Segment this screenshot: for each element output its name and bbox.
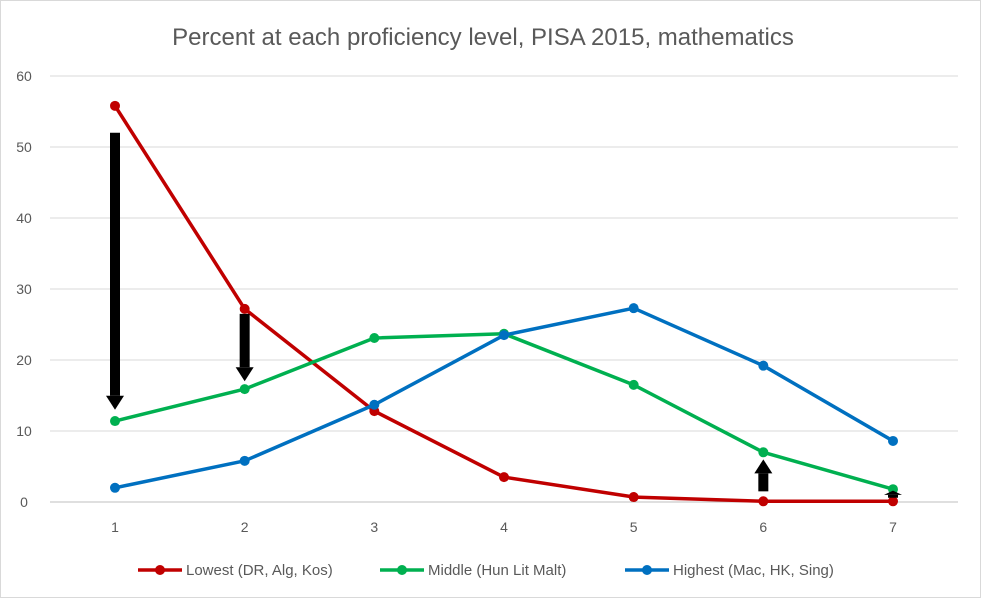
arrow-head	[754, 459, 773, 474]
legend-label: Lowest (DR, Alg, Kos)	[186, 562, 333, 579]
y-tick-label: 10	[16, 423, 32, 439]
series-line	[114, 331, 894, 491]
data-point	[758, 360, 769, 371]
chart-title: Percent at each proficiency level, PISA …	[172, 24, 794, 51]
legend-label: Middle (Hun Lit Malt)	[428, 562, 566, 579]
legend-swatch-marker	[155, 565, 165, 575]
data-point	[888, 496, 898, 507]
arrow-head	[106, 395, 124, 410]
data-point	[758, 496, 769, 507]
data-point	[628, 492, 639, 503]
x-tick-label: 7	[889, 519, 897, 535]
y-tick-label: 20	[16, 352, 32, 368]
data-point	[628, 303, 639, 314]
data-point	[499, 330, 509, 341]
data-point	[239, 303, 250, 314]
x-tick-label: 3	[370, 519, 378, 535]
data-point	[369, 399, 380, 410]
data-point	[499, 472, 509, 483]
y-tick-label: 0	[20, 494, 28, 510]
data-point	[110, 100, 120, 111]
x-tick-label: 5	[630, 519, 638, 535]
data-point	[110, 416, 120, 427]
y-tick-label: 30	[16, 281, 32, 297]
arrow-head	[235, 367, 254, 382]
data-point	[888, 435, 898, 446]
data-point	[369, 332, 380, 343]
x-tick-label: 1	[111, 519, 119, 535]
series-line	[113, 104, 893, 504]
x-tick-label: 6	[759, 519, 767, 535]
legend-label: Highest (Mac, HK, Sing)	[673, 562, 834, 579]
legend-swatch-marker	[397, 565, 407, 575]
data-point	[239, 455, 250, 466]
arrow-head	[884, 490, 902, 495]
legend-swatch-marker	[642, 565, 652, 575]
data-point	[628, 379, 639, 390]
y-tick-label: 50	[16, 139, 32, 155]
data-point	[239, 384, 250, 395]
x-tick-label: 2	[241, 519, 249, 535]
data-point	[758, 447, 769, 458]
data-point	[110, 482, 120, 493]
data-point	[888, 484, 898, 495]
x-tick-label: 4	[500, 519, 508, 535]
y-tick-label: 60	[16, 68, 32, 84]
y-tick-label: 40	[16, 210, 32, 226]
